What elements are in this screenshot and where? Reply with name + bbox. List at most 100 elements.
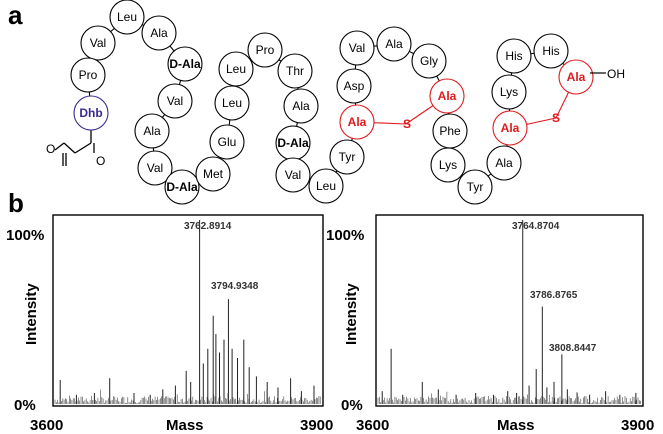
residue-circle bbox=[80, 25, 116, 61]
residue-val2: Val bbox=[157, 83, 193, 119]
residue-ala_r2: Ala bbox=[429, 78, 465, 114]
residue-pro2: Pro bbox=[247, 32, 283, 68]
dhb-oxygens: O O bbox=[46, 142, 105, 168]
residue-label: Ala bbox=[150, 26, 168, 40]
spectrum-right-noise bbox=[377, 391, 641, 404]
spectrum-left: 100% 0% Intensity 3600 Mass 3900 3762.89… bbox=[6, 214, 333, 434]
spectrum-right-peaks bbox=[381, 220, 637, 404]
residue-gly1: Gly bbox=[411, 43, 447, 79]
residue-circle bbox=[492, 110, 528, 146]
residue-dala2: D-Ala bbox=[164, 169, 200, 205]
residue-label: Ala bbox=[292, 99, 310, 113]
residue-label: Ala bbox=[567, 70, 586, 84]
residue-tyr2: Tyr bbox=[457, 169, 493, 205]
spectrum-left-x-min: 3600 bbox=[30, 417, 63, 434]
spectrum-left-peaks bbox=[59, 220, 315, 404]
residue-label: Ala bbox=[143, 124, 161, 138]
residue-label: D-Ala bbox=[277, 136, 309, 150]
residue-label: Val bbox=[349, 41, 365, 55]
residue-label: Pro bbox=[79, 68, 98, 82]
residue-thr1: Thr bbox=[277, 53, 313, 89]
thioether-bridge-s2: S bbox=[552, 111, 560, 125]
residue-label: Leu bbox=[226, 62, 246, 76]
residue-tyr1: Tyr bbox=[329, 139, 365, 175]
spectrum-left-x-label: Mass bbox=[166, 417, 204, 434]
spectrum-right-frame bbox=[375, 214, 644, 407]
spectrum-left-peak-label-1: 3762.8914 bbox=[184, 221, 232, 232]
residue-label: Val bbox=[167, 94, 183, 108]
spectrum-left-peak-label-2: 3794.9348 bbox=[211, 281, 259, 292]
residue-label: His bbox=[542, 44, 559, 58]
residue-leu1: Leu bbox=[109, 0, 145, 35]
residue-ala3: Ala bbox=[283, 88, 319, 124]
residue-label: Thr bbox=[286, 64, 304, 78]
residue-val1: Val bbox=[80, 25, 116, 61]
spectrum-right-y-top: 100% bbox=[326, 227, 364, 244]
residue-label: D-Ala bbox=[169, 57, 201, 71]
residue-circle bbox=[491, 74, 527, 110]
residue-ala_r4: Ala bbox=[558, 59, 594, 95]
residue-circle bbox=[411, 43, 447, 79]
oxygen-atom-2: O bbox=[96, 154, 105, 168]
residue-val5: Val bbox=[339, 30, 375, 66]
residue-label: Val bbox=[147, 161, 163, 175]
residue-dala3: D-Ala bbox=[275, 125, 311, 161]
spectrum-left-y-top: 100% bbox=[6, 227, 44, 244]
spectrum-right-x-label: Mass bbox=[497, 417, 535, 434]
residue-asp1: Asp bbox=[336, 68, 372, 104]
thioether-bridge-s1: S bbox=[403, 117, 411, 131]
residue-his2: His bbox=[533, 33, 569, 69]
residue-circle bbox=[141, 15, 177, 51]
residue-label: Gly bbox=[420, 54, 438, 68]
residue-label: Lys bbox=[500, 85, 518, 99]
residue-label: His bbox=[505, 49, 522, 63]
residue-label: Tyr bbox=[467, 180, 484, 194]
panel-label-a: a bbox=[8, 0, 23, 30]
residue-lys1: Lys bbox=[430, 147, 466, 183]
residue-ala5: Ala bbox=[486, 145, 522, 181]
residue-label: Ala bbox=[348, 115, 367, 129]
residue-ala4: Ala bbox=[376, 26, 412, 62]
residue-circle bbox=[167, 46, 203, 82]
residue-circle bbox=[558, 59, 594, 95]
residue-circle bbox=[336, 68, 372, 104]
spectrum-left-frame bbox=[52, 214, 324, 407]
residue-ala_r1: Ala bbox=[339, 104, 375, 140]
dhb-sidechain bbox=[54, 129, 95, 166]
residue-circle bbox=[339, 30, 375, 66]
residue-circle bbox=[429, 78, 465, 114]
spectrum-left-x-max: 3900 bbox=[300, 417, 333, 434]
residue-leu4: Leu bbox=[308, 168, 344, 204]
residue-met1: Met bbox=[195, 156, 231, 192]
residue-ala1: Ala bbox=[141, 15, 177, 51]
residue-ala2: Ala bbox=[134, 113, 170, 149]
spectrum-right-peak-label-1: 3764.8704 bbox=[512, 221, 560, 232]
spectrum-right: 100% 0% Intensity 3600 Mass 3900 3764.87… bbox=[326, 214, 654, 434]
residue-label: Ala bbox=[438, 89, 457, 103]
residue-circle bbox=[247, 32, 283, 68]
residue-label: Val bbox=[285, 168, 301, 182]
residue-circle bbox=[73, 95, 109, 131]
spectrum-right-x-min: 3600 bbox=[356, 417, 389, 434]
residue-ala_r3: Ala bbox=[492, 110, 528, 146]
spectrum-right-y-bottom: 0% bbox=[341, 397, 363, 414]
spectrum-right-peak-label-2: 3786.8765 bbox=[530, 290, 578, 301]
residue-label: Lys bbox=[439, 158, 457, 172]
residue-circle bbox=[218, 51, 254, 87]
spectrum-right-y-label: Intensity bbox=[343, 283, 360, 345]
residue-circle bbox=[195, 156, 231, 192]
residue-dhb: Dhb bbox=[73, 95, 109, 131]
residue-circle bbox=[109, 0, 145, 35]
spectrum-left-noise bbox=[54, 389, 321, 404]
panel-label-b: b bbox=[8, 188, 24, 218]
residue-circle bbox=[157, 83, 193, 119]
residue-label: Ala bbox=[495, 156, 513, 170]
residue-label: Ala bbox=[501, 121, 520, 135]
residue-circle bbox=[209, 124, 245, 160]
residue-circle bbox=[496, 38, 532, 74]
residue-label: Dhb bbox=[79, 106, 102, 120]
residue-phe1: Phe bbox=[432, 113, 468, 149]
residue-label: D-Ala bbox=[166, 180, 198, 194]
spectrum-right-x-max: 3900 bbox=[621, 417, 654, 434]
